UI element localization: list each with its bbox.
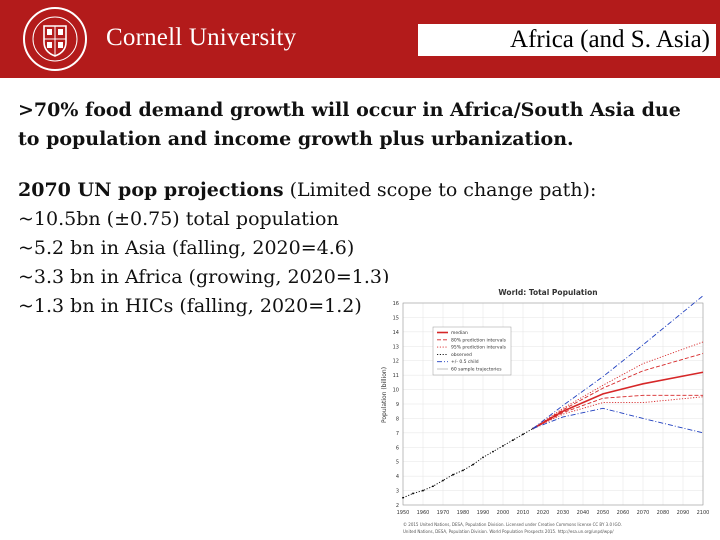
y-tick-label: 5: [396, 460, 399, 466]
legend-entry: +/- 0.5 child: [451, 359, 479, 365]
series-line-5: [532, 396, 704, 429]
legend-entry: 60 sample trajectories: [451, 367, 502, 373]
y-tick-label: 11: [393, 373, 399, 379]
x-tick-label: 1990: [477, 510, 490, 516]
y-tick-label: 2: [396, 503, 399, 509]
lead-statement: >70% food demand growth will occur in Af…: [18, 99, 681, 150]
y-tick-label: 15: [393, 315, 399, 321]
y-tick-label: 13: [393, 344, 399, 350]
observed-point: [462, 469, 464, 472]
x-tick-label: 2100: [697, 510, 710, 516]
x-tick-label: 2020: [537, 510, 550, 516]
series-line-2: [532, 353, 704, 429]
x-tick-label: 2080: [657, 510, 670, 516]
x-tick-label: 2060: [617, 510, 630, 516]
y-tick-label: 6: [396, 445, 399, 451]
projections-heading: 2070 UN pop projections: [18, 179, 284, 201]
series-line-6: [532, 295, 704, 429]
legend-entry: observed: [451, 352, 472, 358]
x-tick-label: 2050: [597, 510, 610, 516]
y-tick-label: 10: [393, 388, 399, 394]
chart-caption-line: United Nations, DESA, Population Divisio…: [403, 529, 614, 534]
x-tick-label: 2000: [497, 510, 510, 516]
projections-note: (Limited scope to change path):: [283, 179, 597, 201]
observed-point: [402, 496, 404, 499]
observed-point: [522, 433, 524, 436]
y-tick-label: 12: [393, 359, 399, 365]
projection-item: ~1.3 bn in HICs (falling, 2020=1.2): [18, 295, 362, 317]
x-tick-label: 1960: [417, 510, 430, 516]
chart-caption-line: © 2015 United Nations, DESA, Population …: [403, 522, 622, 527]
y-tick-label: 9: [396, 402, 399, 408]
projection-item: ~3.3 bn in Africa (growing, 2020=1.3): [18, 266, 390, 288]
x-tick-label: 1980: [457, 510, 470, 516]
y-tick-label: 14: [393, 330, 399, 336]
y-tick-label: 8: [396, 416, 399, 422]
observed-point: [452, 473, 454, 476]
legend-entry: 95% prediction intervals: [451, 345, 507, 351]
observed-point: [432, 485, 434, 488]
observed-point: [512, 439, 514, 441]
legend-entry: 80% prediction intervals: [451, 337, 507, 343]
y-tick-label: 3: [396, 489, 399, 495]
y-tick-label: 4: [396, 474, 399, 480]
observed-point: [482, 456, 484, 459]
series-line-4: [532, 341, 704, 429]
university-wordmark: Cornell University: [106, 24, 297, 51]
y-axis-label: Population (billion): [381, 367, 388, 423]
observed-point: [492, 450, 494, 453]
x-tick-label: 2070: [637, 510, 650, 516]
plot-frame: [402, 302, 704, 506]
series-line-7: [532, 407, 704, 434]
observed-point: [412, 492, 414, 495]
projection-item: ~5.2 bn in Asia (falling, 2020=4.6): [18, 237, 355, 259]
series-line-0: [402, 428, 534, 499]
y-tick-label: 7: [396, 431, 399, 437]
observed-point: [502, 444, 504, 447]
x-tick-label: 1950: [397, 510, 410, 516]
legend-box: [432, 326, 512, 376]
x-tick-label: 1970: [437, 510, 450, 516]
observed-point: [472, 463, 474, 466]
slide-title: Africa (and S. Asia): [418, 24, 716, 56]
x-tick-label: 2040: [577, 510, 590, 516]
chart-title: World: Total Population: [498, 288, 597, 297]
observed-point: [442, 479, 444, 482]
projection-item: ~10.5bn (±0.75) total population: [18, 208, 339, 230]
projections-block: 2070 UN pop projections (Limited scope t…: [18, 176, 708, 321]
slide-header: Cornell University Africa (and S. Asia): [0, 0, 720, 78]
projections-heading-line: 2070 UN pop projections (Limited scope t…: [18, 176, 708, 205]
series-line-3: [532, 394, 703, 429]
population-chart: World: Total Population Population (bill…: [373, 283, 718, 538]
cornell-seal-icon: [23, 7, 87, 71]
observed-point: [422, 489, 424, 492]
x-tick-label: 2030: [557, 510, 570, 516]
series-line-1: [532, 371, 704, 430]
x-tick-label: 2090: [677, 510, 690, 516]
population-chart-svg: World: Total Population Population (bill…: [381, 288, 710, 534]
y-tick-label: 16: [393, 301, 399, 307]
legend-entry: median: [451, 330, 468, 336]
x-tick-label: 2010: [517, 510, 530, 516]
